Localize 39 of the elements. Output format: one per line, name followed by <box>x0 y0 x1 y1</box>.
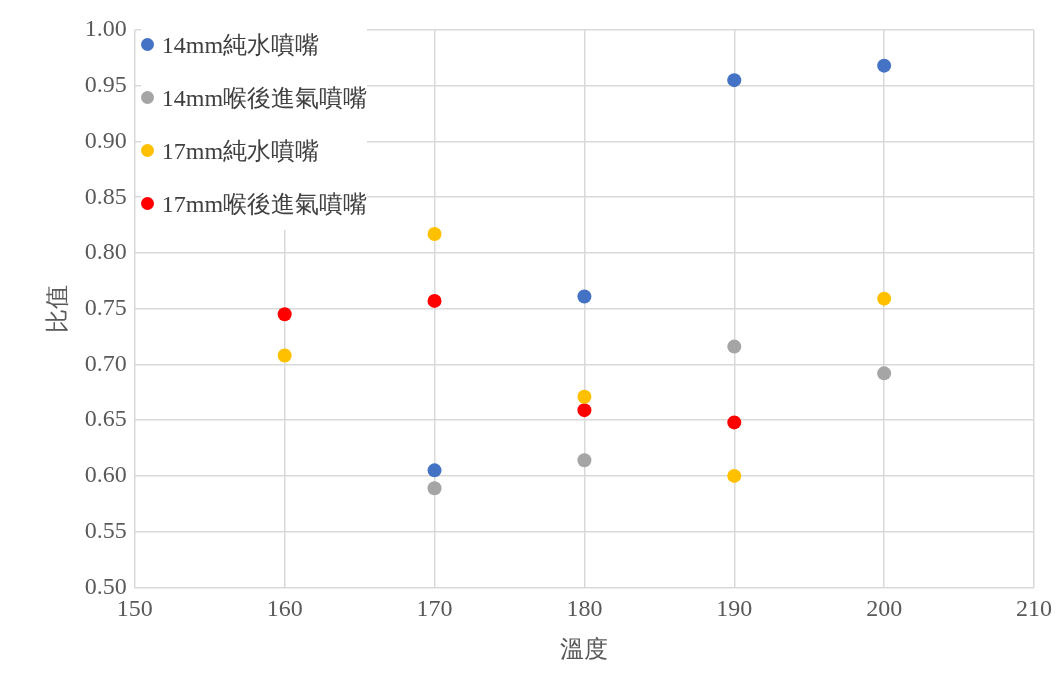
point <box>277 348 292 363</box>
point <box>877 366 892 381</box>
x-tick-label: 180 <box>566 595 603 622</box>
y-tick-label: 0.95 <box>84 71 127 98</box>
y-tick-label: 0.80 <box>84 238 127 265</box>
x-tick-label: 200 <box>866 595 903 622</box>
point <box>577 403 592 418</box>
point <box>877 291 892 306</box>
y-tick-label: 0.65 <box>84 405 127 432</box>
y-tick-label: 0.75 <box>84 294 127 320</box>
x-axis-title: 溫度 <box>560 635 609 662</box>
x-tick-label: 210 <box>1016 595 1052 622</box>
point <box>577 289 592 304</box>
legend-label: 14mm純水噴嘴 <box>161 30 320 60</box>
point <box>427 481 442 496</box>
point <box>427 293 442 308</box>
point <box>877 58 892 73</box>
point <box>577 453 592 468</box>
point <box>727 339 742 354</box>
y-tick-label: 1.00 <box>84 15 127 42</box>
legend-label: 17mm純水噴嘴 <box>161 136 320 166</box>
y-axis-title: 比值 <box>43 284 70 333</box>
point <box>727 468 742 483</box>
point <box>727 415 742 430</box>
x-tick-label: 170 <box>416 595 453 622</box>
legend-label: 14mm喉後進氣噴嘴 <box>161 83 368 113</box>
y-tick-label: 0.85 <box>84 182 127 209</box>
y-tick-label: 0.55 <box>84 516 127 543</box>
point <box>577 389 592 404</box>
y-tick-label: 0.90 <box>84 126 127 153</box>
point <box>277 307 292 322</box>
legend-label: 17mm喉後進氣噴嘴 <box>161 189 368 219</box>
y-tick-label: 0.60 <box>84 461 127 488</box>
x-tick-label: 160 <box>266 595 303 622</box>
y-tick-label: 0.70 <box>84 349 127 376</box>
point <box>427 227 442 242</box>
x-tick-label: 190 <box>716 595 753 622</box>
point <box>727 73 742 88</box>
point <box>427 463 442 478</box>
